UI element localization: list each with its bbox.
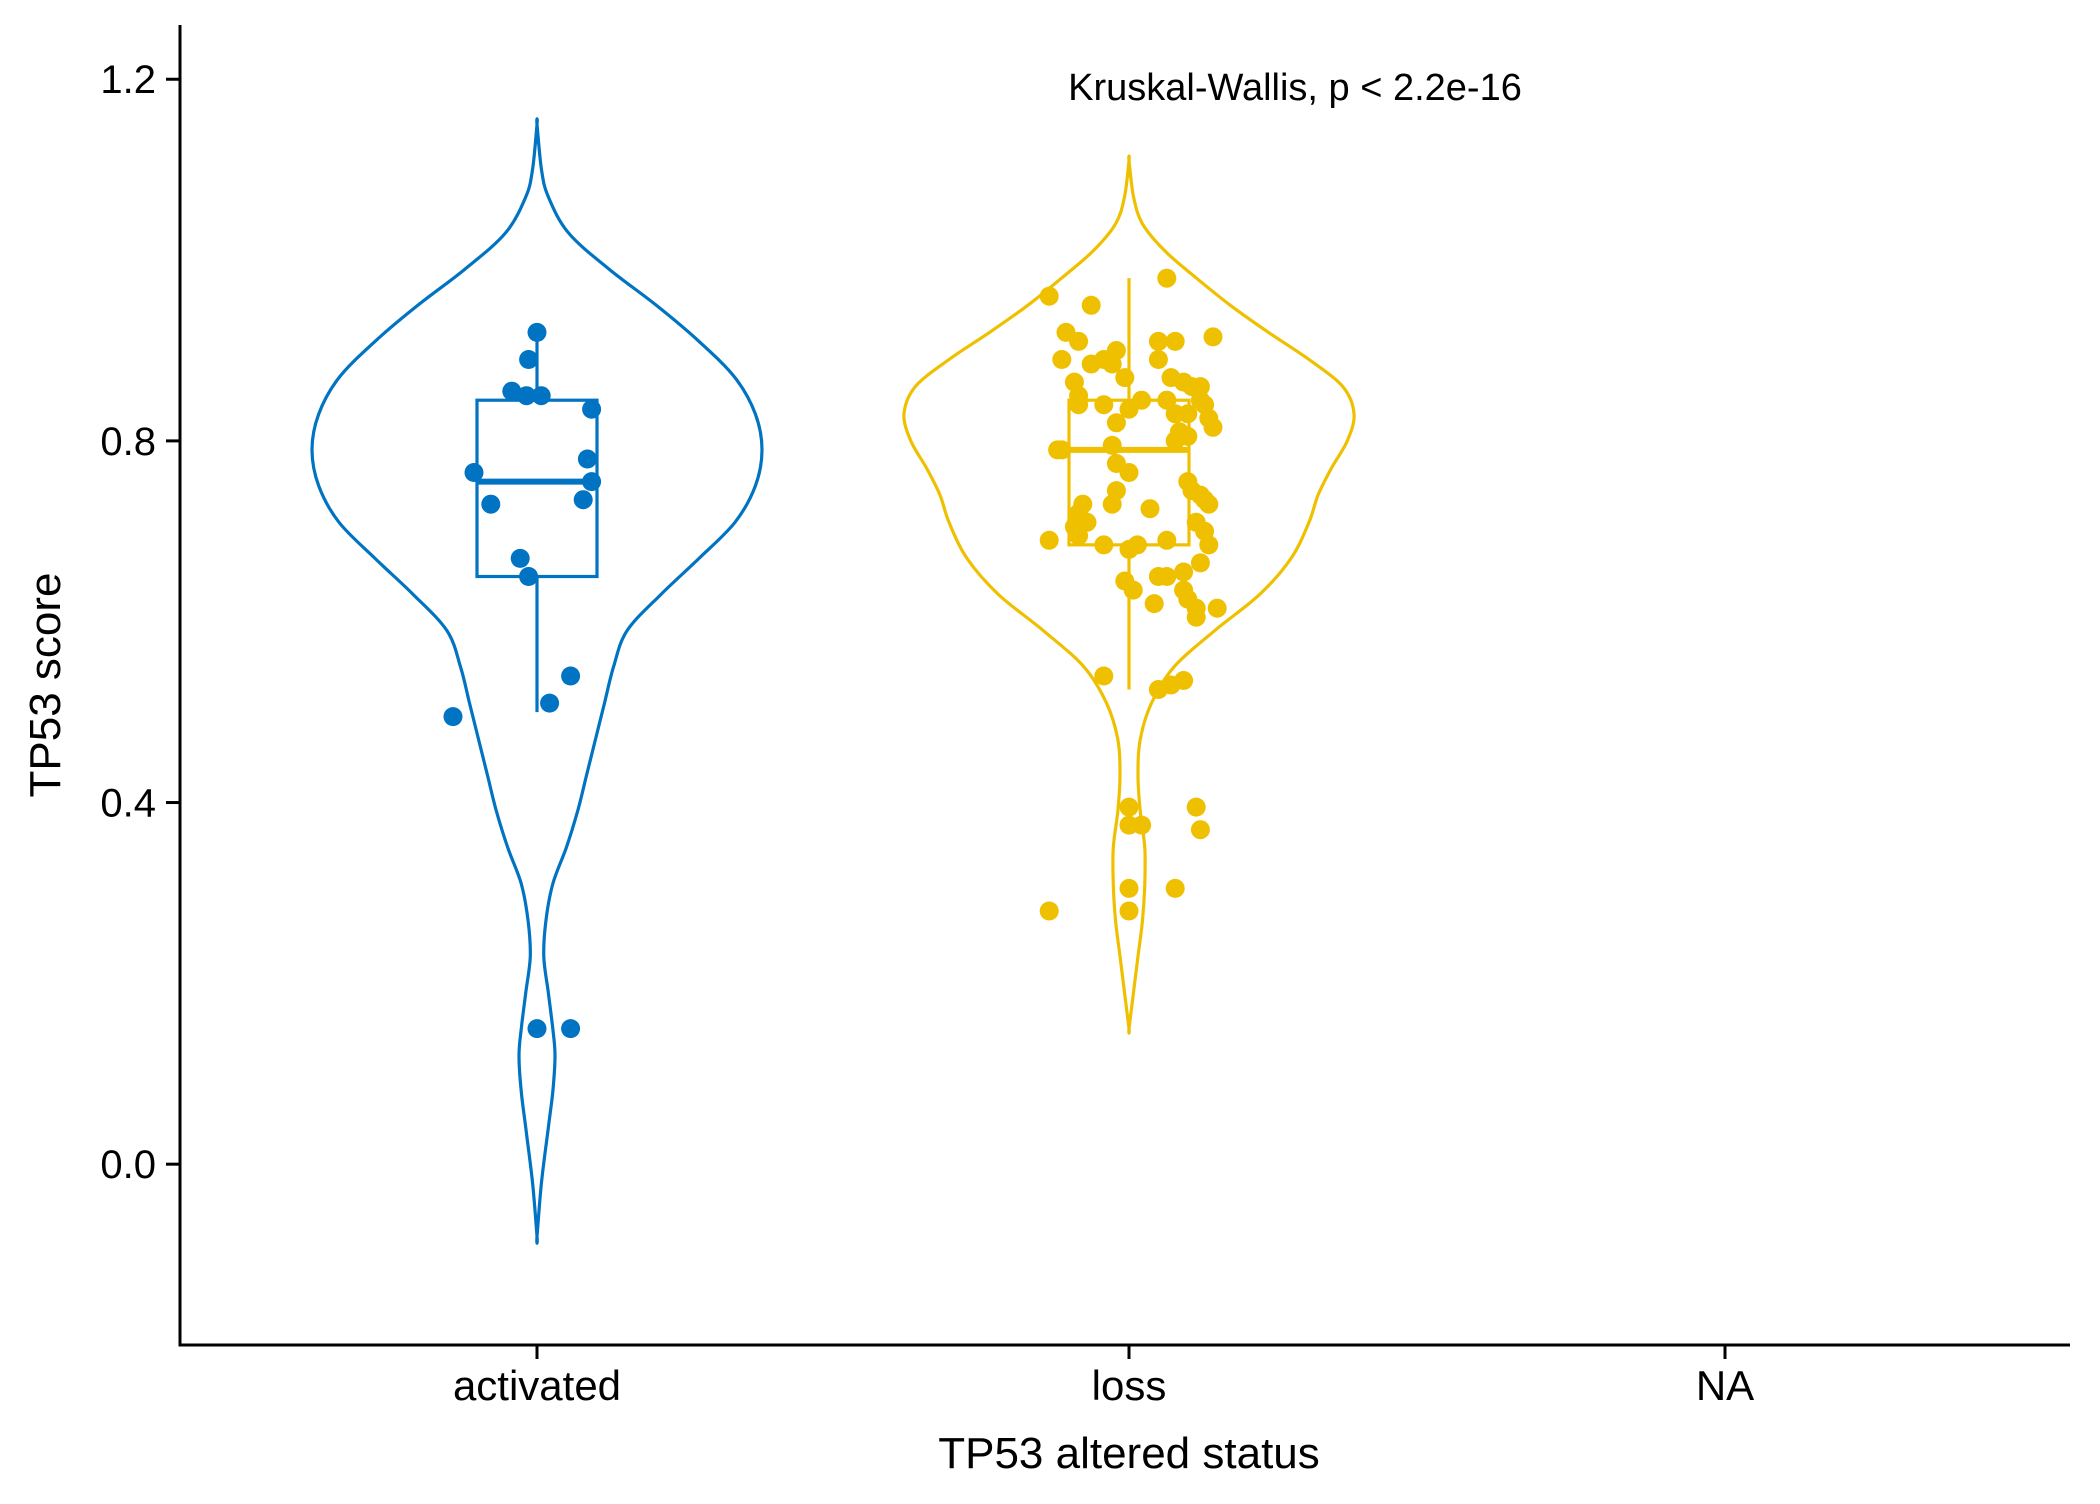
- data-point: [1039, 901, 1059, 921]
- data-point: [1186, 797, 1206, 817]
- axes: 0.0 0.4 0.8 1.2 activated loss NA: [100, 25, 2070, 1409]
- data-point: [519, 567, 539, 586]
- x-tick-label: activated: [453, 1362, 621, 1409]
- data-point: [464, 463, 484, 482]
- x-axis-title: TP53 altered status: [938, 1429, 1320, 1478]
- data-point: [540, 693, 560, 713]
- data-point: [1094, 535, 1114, 555]
- data-point: [1119, 463, 1139, 482]
- plot-area: [310, 117, 1356, 1245]
- x-tick-label: loss: [1092, 1362, 1167, 1409]
- data-point: [1140, 499, 1160, 519]
- data-point: [1052, 350, 1072, 369]
- y-tick-label: 0.4: [100, 782, 156, 826]
- data-point: [1106, 413, 1126, 433]
- y-axis-ticks: 0.0 0.4 0.8 1.2: [100, 58, 180, 1187]
- data-point: [1207, 598, 1227, 618]
- data-point: [1069, 395, 1089, 415]
- data-point: [531, 386, 551, 406]
- violin-activated: [310, 117, 764, 1245]
- data-point: [1165, 331, 1185, 351]
- y-axis-title: TP53 score: [21, 573, 70, 798]
- data-point: [1157, 268, 1177, 288]
- data-point: [1203, 417, 1223, 437]
- test-annotation: Kruskal-Wallis, p < 2.2e-16: [1068, 67, 1522, 109]
- data-point: [1199, 494, 1219, 514]
- data-point: [1144, 594, 1164, 614]
- data-point: [561, 1019, 581, 1039]
- data-point: [1199, 535, 1219, 555]
- box-activated: [475, 398, 599, 579]
- data-point: [1165, 878, 1185, 898]
- data-point: [1157, 530, 1177, 550]
- data-point: [1052, 440, 1072, 460]
- data-point: [1148, 331, 1168, 351]
- series-activated: [310, 117, 764, 1245]
- data-point: [1148, 680, 1168, 699]
- data-point: [1069, 331, 1089, 351]
- data-point: [502, 381, 522, 401]
- data-point: [1119, 539, 1139, 559]
- data-point: [1081, 354, 1101, 374]
- y-tick-label: 0.0: [100, 1143, 156, 1187]
- data-point: [1157, 390, 1177, 410]
- data-point: [577, 449, 597, 469]
- data-point: [1186, 607, 1206, 627]
- y-tick-label: 1.2: [100, 58, 156, 102]
- data-point: [1102, 435, 1122, 455]
- data-point: [582, 472, 602, 492]
- data-point: [1119, 901, 1139, 921]
- data-point: [1119, 797, 1139, 817]
- data-point: [1039, 286, 1059, 306]
- data-point: [1203, 327, 1223, 347]
- data-point: [1165, 431, 1185, 451]
- data-point: [1069, 526, 1089, 546]
- data-point: [517, 386, 536, 406]
- data-point: [1123, 580, 1143, 600]
- data-point: [573, 490, 593, 510]
- data-point: [1094, 395, 1114, 415]
- data-point: [443, 707, 463, 727]
- data-point: [561, 666, 581, 686]
- data-point: [1102, 354, 1122, 374]
- data-point: [1148, 350, 1168, 369]
- data-point: [1132, 815, 1152, 835]
- data-point: [481, 494, 501, 514]
- data-point: [1157, 567, 1177, 586]
- data-point: [1190, 553, 1210, 573]
- data-point: [1119, 878, 1139, 898]
- data-point: [527, 1019, 547, 1039]
- data-point: [510, 548, 530, 568]
- data-point: [519, 350, 539, 369]
- series-loss: [902, 154, 1356, 1035]
- data-point: [1102, 494, 1122, 514]
- data-point: [1094, 666, 1114, 686]
- x-axis-ticks: activated loss NA: [453, 1345, 1754, 1409]
- y-tick-label: 0.8: [100, 420, 156, 464]
- data-point: [1165, 404, 1185, 424]
- data-point: [1190, 820, 1210, 840]
- data-point: [1039, 530, 1059, 550]
- data-point: [1115, 368, 1135, 388]
- data-point: [1119, 399, 1139, 419]
- data-point: [582, 399, 602, 419]
- data-point: [1174, 562, 1194, 582]
- x-tick-label: NA: [1696, 1362, 1754, 1409]
- data-point: [1190, 377, 1210, 397]
- data-point: [1081, 295, 1101, 315]
- data-point: [527, 322, 547, 342]
